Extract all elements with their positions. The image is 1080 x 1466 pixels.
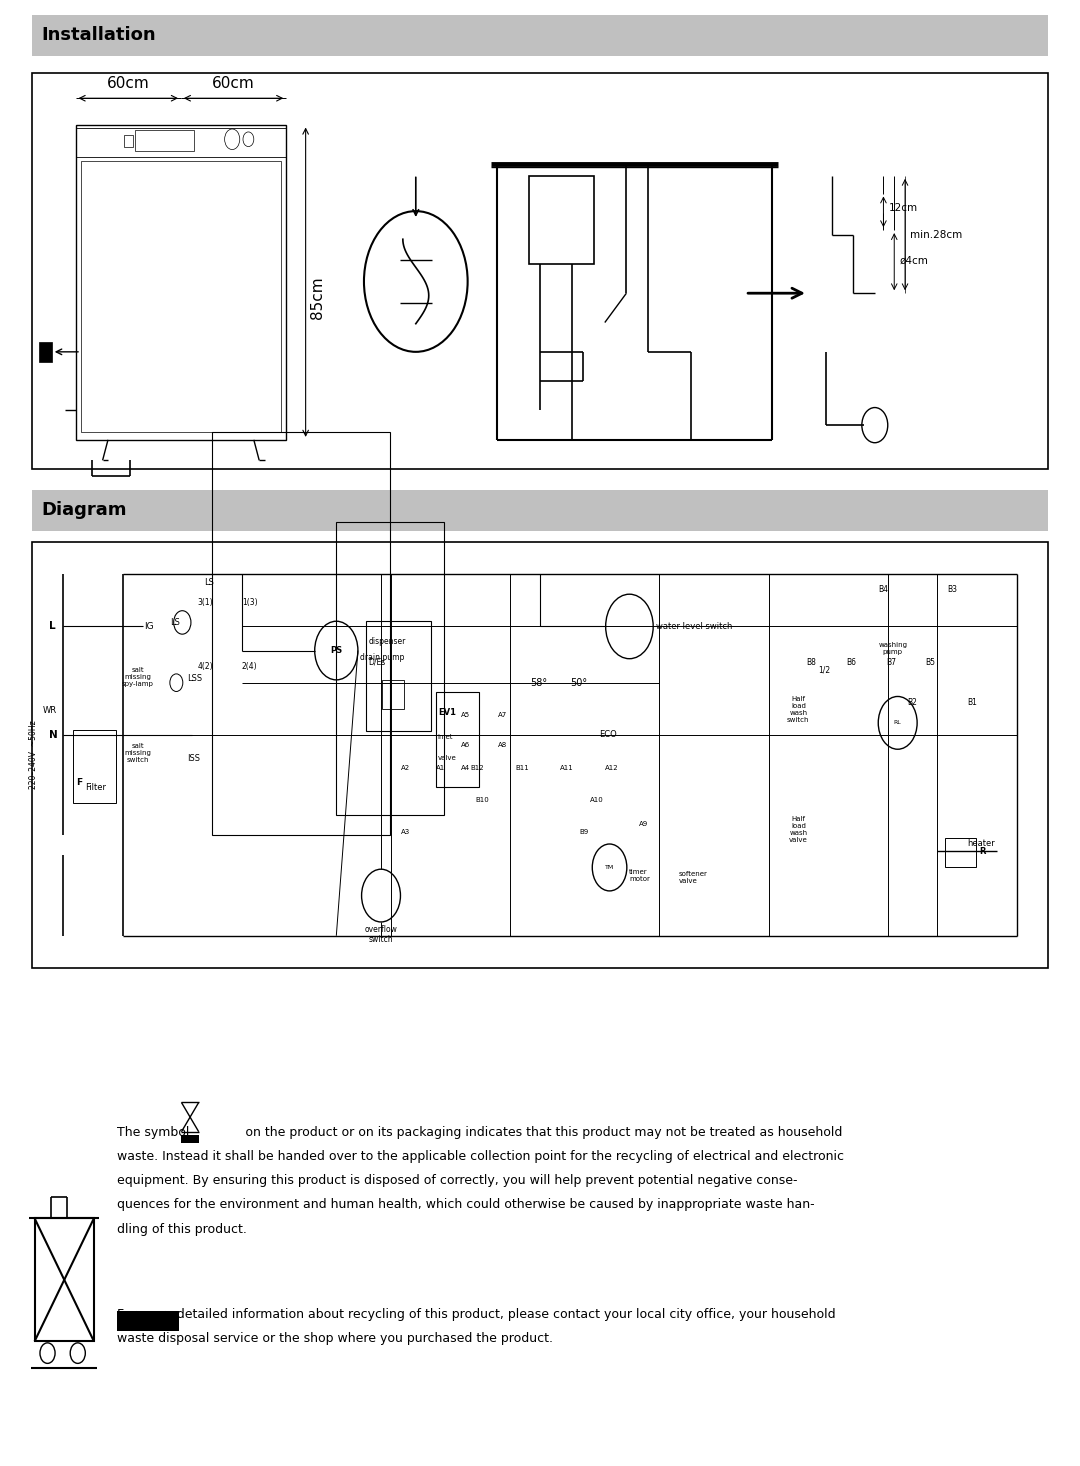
Text: B11: B11: [515, 765, 529, 771]
Text: 60cm: 60cm: [107, 76, 150, 91]
Text: ø4cm: ø4cm: [900, 257, 929, 265]
Text: 2(4): 2(4): [242, 663, 257, 671]
Text: B5: B5: [926, 658, 935, 667]
Text: A4: A4: [460, 765, 470, 771]
Text: IG: IG: [145, 622, 154, 630]
Bar: [32, 542, 1048, 968]
Text: F: F: [76, 778, 82, 787]
Text: B9: B9: [580, 830, 589, 836]
Text: 4(2): 4(2): [198, 663, 213, 671]
Text: A2: A2: [401, 765, 410, 771]
Text: Half
load
wash
switch: Half load wash switch: [787, 696, 810, 723]
Bar: [382, 680, 404, 710]
Text: salt
missing
spy-lamp: salt missing spy-lamp: [122, 667, 153, 686]
Text: A3: A3: [401, 830, 410, 836]
Text: For more detailed information about recycling of this product, please contact yo: For more detailed information about recy…: [117, 1308, 835, 1321]
Text: 12cm: 12cm: [889, 204, 918, 213]
Text: B7: B7: [886, 658, 895, 667]
Text: Diagram: Diagram: [41, 501, 126, 519]
Text: B2: B2: [907, 698, 918, 707]
Bar: [32, 490, 1048, 531]
Bar: [945, 839, 975, 868]
Text: salt
missing
switch: salt missing switch: [124, 743, 151, 762]
Text: waste disposal service or the shop where you purchased the product.: waste disposal service or the shop where…: [117, 1331, 553, 1344]
Bar: [32, 73, 1048, 469]
Text: softener
valve: softener valve: [679, 871, 708, 884]
Bar: [124, 135, 133, 147]
Text: LS: LS: [204, 578, 214, 586]
Text: inlet: inlet: [437, 734, 454, 740]
Text: D/Es: D/Es: [368, 657, 386, 667]
Bar: [336, 522, 444, 815]
Text: Installation: Installation: [41, 26, 156, 44]
Text: washing
pump: washing pump: [878, 642, 907, 654]
Text: dispenser: dispenser: [368, 636, 406, 647]
Bar: [35, 1218, 94, 1341]
Text: A1: A1: [435, 765, 445, 771]
Text: B3: B3: [947, 585, 957, 594]
Bar: [135, 130, 194, 151]
Text: 85cm: 85cm: [310, 277, 325, 320]
Text: TM: TM: [605, 865, 615, 869]
Text: waste. Instead it shall be handed over to the applicable collection point for th: waste. Instead it shall be handed over t…: [117, 1149, 843, 1163]
Text: EV1: EV1: [437, 708, 456, 717]
Text: B4: B4: [878, 585, 888, 594]
Text: WR: WR: [43, 705, 57, 715]
Text: A8: A8: [498, 742, 508, 748]
Text: A11: A11: [559, 765, 573, 771]
Text: ECO: ECO: [599, 730, 618, 739]
Bar: [435, 692, 478, 787]
Text: quences for the environment and human health, which could otherwise be caused by: quences for the environment and human he…: [117, 1199, 814, 1211]
Text: B8: B8: [807, 658, 816, 667]
Text: 1(3): 1(3): [242, 598, 257, 607]
Bar: [212, 432, 390, 836]
Bar: [32, 15, 1048, 56]
Text: A6: A6: [460, 742, 470, 748]
Bar: [76, 125, 286, 440]
Text: 1/2: 1/2: [819, 666, 831, 674]
Text: LS: LS: [171, 619, 180, 627]
Text: B6: B6: [846, 658, 856, 667]
Bar: [366, 622, 431, 732]
Bar: [39, 342, 52, 362]
Text: water level switch: water level switch: [657, 622, 733, 630]
Text: overflow
switch: overflow switch: [365, 925, 397, 944]
Text: ISS: ISS: [187, 754, 200, 762]
Text: R: R: [980, 847, 986, 856]
Text: 220–240V  ~50Hz: 220–240V ~50Hz: [29, 721, 38, 789]
Text: dling of this product.: dling of this product.: [117, 1223, 246, 1236]
Text: N: N: [50, 730, 58, 740]
Text: Filter: Filter: [85, 783, 106, 792]
Text: A5: A5: [460, 712, 470, 718]
Text: B12: B12: [471, 765, 484, 771]
Text: 58°: 58°: [530, 677, 548, 688]
Text: 60cm: 60cm: [212, 76, 255, 91]
Text: equipment. By ensuring this product is disposed of correctly, you will help prev: equipment. By ensuring this product is d…: [117, 1174, 797, 1187]
Text: 3(1): 3(1): [198, 598, 213, 607]
Bar: [81, 161, 281, 432]
Bar: [181, 1135, 199, 1143]
Bar: [529, 176, 594, 264]
Text: drain pump: drain pump: [360, 654, 404, 663]
Text: A7: A7: [498, 712, 508, 718]
Bar: [73, 730, 117, 803]
Text: L: L: [50, 622, 56, 632]
Bar: [76, 128, 286, 157]
Text: RL: RL: [894, 720, 902, 726]
Text: B10: B10: [475, 798, 489, 803]
Text: LSS: LSS: [187, 674, 202, 683]
Text: valve: valve: [437, 755, 457, 761]
Text: The symbol              on the product or on its packaging indicates that this p: The symbol on the product or on its pack…: [117, 1126, 842, 1139]
Text: timer
motor: timer motor: [629, 869, 650, 883]
Text: A10: A10: [590, 798, 604, 803]
Text: min.28cm: min.28cm: [910, 230, 962, 239]
Text: PS: PS: [330, 647, 342, 655]
Text: B1: B1: [968, 698, 977, 707]
Text: 50°: 50°: [570, 677, 586, 688]
Bar: [117, 1311, 179, 1331]
Text: A9: A9: [639, 821, 649, 827]
Text: Half
load
wash
valve: Half load wash valve: [789, 817, 808, 843]
Text: heater: heater: [968, 839, 995, 847]
Text: A12: A12: [605, 765, 618, 771]
